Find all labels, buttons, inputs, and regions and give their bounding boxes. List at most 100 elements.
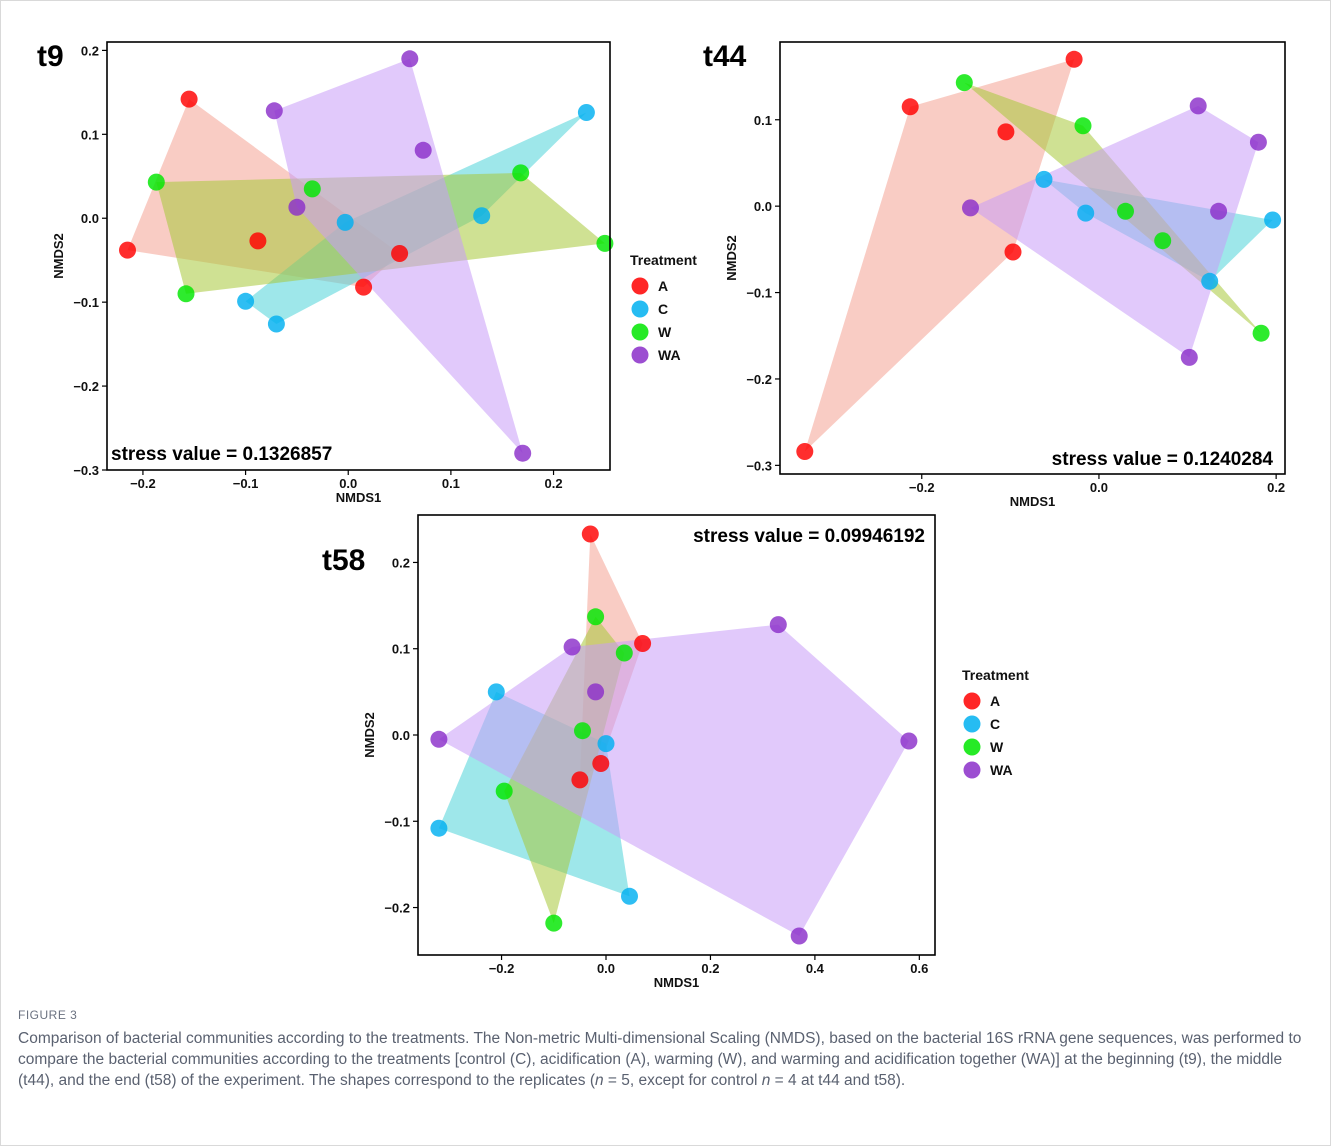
point-W [596, 234, 614, 252]
legend-label-C: C [990, 716, 1000, 732]
point-W [955, 74, 973, 92]
point-WA [1210, 202, 1228, 220]
point-WA [514, 444, 532, 462]
point-A [249, 232, 267, 250]
y-tick-label: 0.0 [754, 199, 772, 214]
point-W [545, 914, 563, 932]
point-C [621, 887, 638, 905]
plot-border [106, 41, 611, 471]
point-C [336, 213, 354, 231]
y-tick-label: −0.1 [73, 295, 99, 310]
point-A [355, 278, 373, 296]
points-group [430, 525, 918, 945]
point-A [119, 241, 136, 259]
point-A [1065, 50, 1083, 68]
nmds-panel-t44: −0.2 0.0 0.2 −0.3 −0.2 −0.1 0.0 0.1 NMDS1 NMDS2 t4… [703, 40, 1286, 509]
x-tick-label: 0.2 [1267, 480, 1285, 495]
point-WA [288, 198, 306, 216]
point-A [592, 755, 610, 772]
point-C [577, 104, 595, 121]
point-C [267, 315, 285, 333]
legend-swatch-C [631, 300, 649, 318]
caption-segment: n [761, 1072, 771, 1089]
legend-label-W: W [990, 739, 1004, 755]
y-tick-label: 0.0 [392, 728, 410, 743]
point-WA [769, 616, 787, 634]
point-W [574, 722, 591, 740]
legend-swatch-A [631, 277, 649, 295]
point-C [1264, 211, 1282, 229]
nmds-panel-t9: −0.2 −0.1 0.0 0.1 0.2 −0.3 −0.2 −0.1 0.0 0.1 0.2 NM… [37, 40, 697, 505]
stress-value-annotation: stress value = 0.1240284 [1052, 449, 1274, 470]
point-WA [563, 638, 581, 656]
nmds-panel-t58: −0.2 0.0 0.2 0.4 0.6−0.2−0.10.00.10.2NMDS1NM… [322, 514, 1029, 990]
point-C [1201, 272, 1219, 290]
point-WA [587, 683, 605, 701]
point-W [147, 173, 165, 191]
point-WA [1189, 97, 1207, 115]
legend-title: Treatment [962, 667, 1029, 683]
caption-segment: = 4 at t44 and t58). [770, 1072, 906, 1089]
point-A [901, 98, 919, 116]
y-tick-label: 0.2 [81, 43, 99, 58]
figure-caption: Comparison of bacterial communities acco… [18, 1028, 1308, 1091]
legend-label-WA: WA [658, 347, 681, 363]
y-tick-label: −0.2 [73, 379, 99, 394]
point-A [391, 245, 409, 262]
point-W [1154, 232, 1172, 250]
legend-title: Treatment [630, 252, 697, 268]
point-W [615, 644, 633, 662]
x-axis-label: NMDS1 [654, 975, 700, 990]
hull-A [804, 59, 1075, 452]
point-WA [962, 199, 979, 217]
point-W [587, 608, 605, 626]
point-C [430, 819, 448, 837]
point-W [303, 180, 321, 198]
legend-swatch-WA [963, 761, 981, 779]
legend-label-WA: WA [990, 762, 1013, 778]
x-tick-label: −0.1 [233, 476, 259, 491]
point-W [177, 285, 195, 303]
hull-WA [438, 624, 909, 936]
y-tick-label: 0.1 [81, 127, 99, 142]
x-tick-label: −0.2 [489, 961, 515, 976]
point-W [1252, 324, 1270, 342]
hull-WA [970, 105, 1259, 358]
x-tick-label: 0.4 [806, 961, 825, 976]
y-tick-label: −0.2 [746, 372, 772, 387]
point-WA [790, 927, 808, 945]
point-W [1074, 117, 1092, 135]
point-C [597, 735, 615, 753]
stress-value-annotation: stress value = 0.1326857 [111, 444, 332, 465]
point-WA [1180, 348, 1198, 366]
x-tick-label: 0.0 [1090, 480, 1108, 495]
point-C [1035, 170, 1053, 188]
figure-caption-block: FIGURE 3 Comparison of bacterial communi… [18, 1008, 1308, 1091]
legend-swatch-WA [631, 346, 649, 364]
x-tick-label: −0.2 [909, 480, 935, 495]
x-axis-label: NMDS1 [1010, 494, 1056, 509]
x-tick-label: 0.2 [545, 476, 563, 491]
y-axis-label: NMDS2 [724, 235, 739, 281]
x-tick-label: 0.6 [910, 961, 928, 976]
y-tick-label: 0.2 [392, 555, 410, 570]
point-C [237, 292, 255, 310]
y-tick-label: 0.1 [392, 642, 410, 657]
y-tick-label: −0.1 [746, 286, 772, 301]
caption-segment: = 5, except for control [603, 1072, 762, 1089]
x-tick-label: 0.1 [442, 476, 460, 491]
point-A [634, 635, 652, 652]
point-WA [1249, 133, 1267, 151]
hull-group [438, 534, 909, 936]
point-A [997, 123, 1015, 141]
legend-label-W: W [658, 324, 672, 340]
point-WA [430, 730, 448, 748]
y-tick-label: 0.0 [81, 211, 99, 226]
x-tick-label: 0.0 [339, 476, 357, 491]
legend-swatch-W [963, 738, 981, 756]
point-W [1117, 202, 1134, 220]
points-group [796, 50, 1282, 460]
legend-swatch-C [963, 715, 981, 733]
point-W [495, 782, 513, 800]
point-A [180, 90, 198, 108]
